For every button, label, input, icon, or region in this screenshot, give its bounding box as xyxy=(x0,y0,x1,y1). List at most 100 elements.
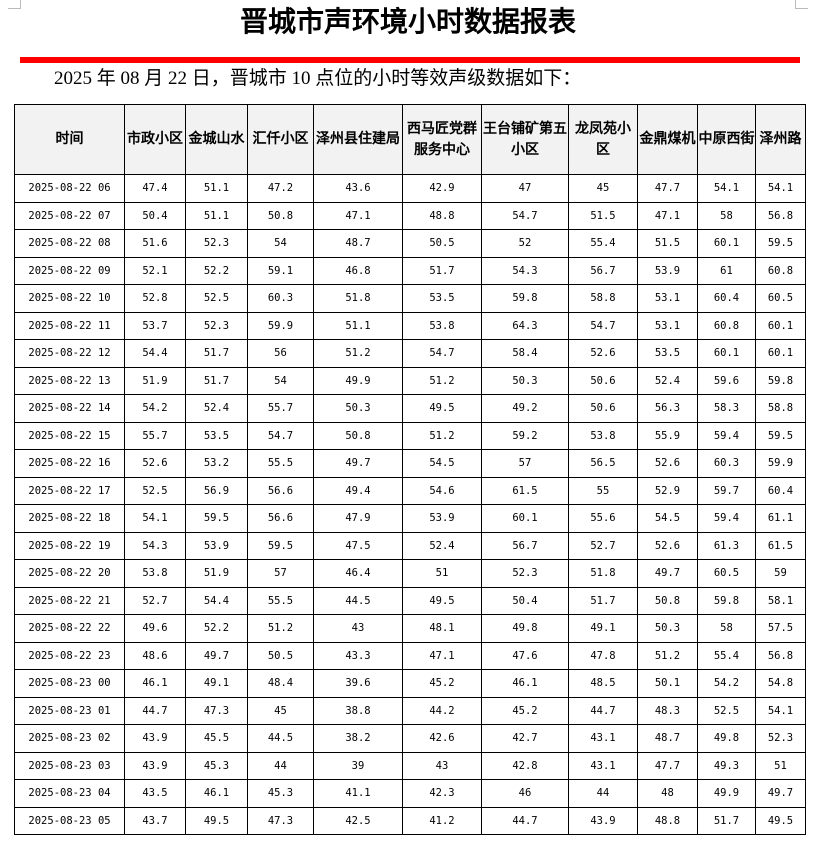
value-cell: 39.6 xyxy=(313,669,403,698)
value-cell: 48.5 xyxy=(568,669,638,698)
value-cell: 51.1 xyxy=(313,311,403,340)
value-cell: 58.1 xyxy=(755,586,806,615)
value-cell: 49.3 xyxy=(697,751,756,780)
value-cell: 60.1 xyxy=(755,339,806,368)
value-cell: 52.8 xyxy=(124,284,186,313)
value-cell: 46.1 xyxy=(185,779,248,808)
table-row: 2025-08-22 07 50.4 51.1 50.8 47.1 48.8 54.7 51.… xyxy=(14,201,806,230)
table-row: 2025-08-23 03 43.9 45.3 44 39 43 42.8 43.1 47.7 4… xyxy=(14,751,806,780)
value-cell: 53.1 xyxy=(637,311,698,340)
value-cell: 54.7 xyxy=(402,339,482,368)
value-cell: 47.3 xyxy=(185,696,248,725)
value-cell: 59.7 xyxy=(697,476,756,505)
value-cell: 58.8 xyxy=(755,394,806,423)
value-cell: 50.8 xyxy=(313,421,403,450)
table-row: 2025-08-22 15 55.7 53.5 54.7 50.8 51.2 59.2 53.… xyxy=(14,421,806,450)
value-cell: 39 xyxy=(313,751,403,780)
value-cell: 52.2 xyxy=(185,256,248,285)
value-cell: 53.8 xyxy=(568,421,638,450)
value-cell: 47.9 xyxy=(313,504,403,533)
time-cell: 2025-08-22 06 xyxy=(14,174,125,203)
value-cell: 58.4 xyxy=(481,339,569,368)
value-cell: 51.2 xyxy=(402,421,482,450)
value-cell: 52.6 xyxy=(637,531,698,560)
table-row: 2025-08-23 00 46.1 49.1 48.4 39.6 45.2 46.1 48.… xyxy=(14,669,806,698)
time-cell: 2025-08-22 14 xyxy=(14,394,125,423)
value-cell: 53.9 xyxy=(402,504,482,533)
value-cell: 59.5 xyxy=(755,229,806,258)
noise-data-table: 时间 市政小区 金城山水 汇仟小区 泽州县住建局 西马匠党群服务中心 王台铺矿第五小区 龙凤苑… xyxy=(14,104,806,835)
value-cell: 56.9 xyxy=(185,476,248,505)
value-cell: 60.3 xyxy=(697,449,756,478)
value-cell: 49.1 xyxy=(568,614,638,643)
value-cell: 55.5 xyxy=(247,586,314,615)
value-cell: 52.6 xyxy=(637,449,698,478)
time-cell: 2025-08-22 23 xyxy=(14,641,125,670)
value-cell: 54.8 xyxy=(755,669,806,698)
value-cell: 59 xyxy=(755,559,806,588)
value-cell: 51.7 xyxy=(185,366,248,395)
value-cell: 46.1 xyxy=(481,669,569,698)
time-cell: 2025-08-22 18 xyxy=(14,504,125,533)
value-cell: 47.7 xyxy=(637,174,698,203)
value-cell: 54.5 xyxy=(637,504,698,533)
time-cell: 2025-08-23 04 xyxy=(14,779,125,808)
time-cell: 2025-08-22 19 xyxy=(14,531,125,560)
value-cell: 44.5 xyxy=(247,724,314,753)
page-corner-mark xyxy=(795,0,808,9)
value-cell: 51 xyxy=(755,751,806,780)
table-row: 2025-08-22 19 54.3 53.9 59.5 47.5 52.4 56.7 52.… xyxy=(14,531,806,560)
value-cell: 60.1 xyxy=(755,311,806,340)
value-cell: 41.2 xyxy=(402,806,482,835)
table-row: 2025-08-22 23 48.6 49.7 50.5 43.3 47.1 47.6 47.… xyxy=(14,641,806,670)
value-cell: 60.3 xyxy=(247,284,314,313)
value-cell: 53.1 xyxy=(637,284,698,313)
value-cell: 59.6 xyxy=(697,366,756,395)
value-cell: 48.1 xyxy=(402,614,482,643)
value-cell: 51.1 xyxy=(185,201,248,230)
value-cell: 49.8 xyxy=(481,614,569,643)
value-cell: 58.8 xyxy=(568,284,638,313)
time-cell: 2025-08-22 09 xyxy=(14,256,125,285)
time-cell: 2025-08-22 16 xyxy=(14,449,125,478)
value-cell: 48.4 xyxy=(247,669,314,698)
value-cell: 52.9 xyxy=(637,476,698,505)
time-cell: 2025-08-22 21 xyxy=(14,586,125,615)
value-cell: 56.3 xyxy=(637,394,698,423)
value-cell: 46.1 xyxy=(124,669,186,698)
value-cell: 58 xyxy=(697,614,756,643)
value-cell: 51.7 xyxy=(697,806,756,835)
value-cell: 60.8 xyxy=(697,311,756,340)
value-cell: 52.7 xyxy=(124,586,186,615)
value-cell: 51.2 xyxy=(637,641,698,670)
time-cell: 2025-08-22 13 xyxy=(14,366,125,395)
value-cell: 51.9 xyxy=(124,366,186,395)
value-cell: 53.9 xyxy=(637,256,698,285)
value-cell: 38.2 xyxy=(313,724,403,753)
value-cell: 55.7 xyxy=(124,421,186,450)
table-row: 2025-08-22 17 52.5 56.9 56.6 49.4 54.6 61.5 55 5… xyxy=(14,476,806,505)
value-cell: 59.1 xyxy=(247,256,314,285)
value-cell: 45.5 xyxy=(185,724,248,753)
value-cell: 48.7 xyxy=(313,229,403,258)
table-row: 2025-08-23 05 43.7 49.5 47.3 42.5 41.2 44.7 43.… xyxy=(14,806,806,835)
value-cell: 54.7 xyxy=(247,421,314,450)
column-header: 泽州路 xyxy=(755,104,806,175)
value-cell: 49.7 xyxy=(755,779,806,808)
table-row: 2025-08-22 08 51.6 52.3 54 48.7 50.5 52 55.4 51.… xyxy=(14,229,806,258)
value-cell: 56.6 xyxy=(247,476,314,505)
value-cell: 51.6 xyxy=(124,229,186,258)
column-header: 中原西街 xyxy=(697,104,756,175)
value-cell: 54.2 xyxy=(124,394,186,423)
value-cell: 52.6 xyxy=(124,449,186,478)
value-cell: 47.1 xyxy=(637,201,698,230)
value-cell: 43 xyxy=(402,751,482,780)
value-cell: 57 xyxy=(247,559,314,588)
value-cell: 60.5 xyxy=(755,284,806,313)
value-cell: 49.8 xyxy=(697,724,756,753)
value-cell: 41.1 xyxy=(313,779,403,808)
value-cell: 56.5 xyxy=(568,449,638,478)
value-cell: 51.9 xyxy=(185,559,248,588)
value-cell: 49.7 xyxy=(185,641,248,670)
value-cell: 47.1 xyxy=(313,201,403,230)
